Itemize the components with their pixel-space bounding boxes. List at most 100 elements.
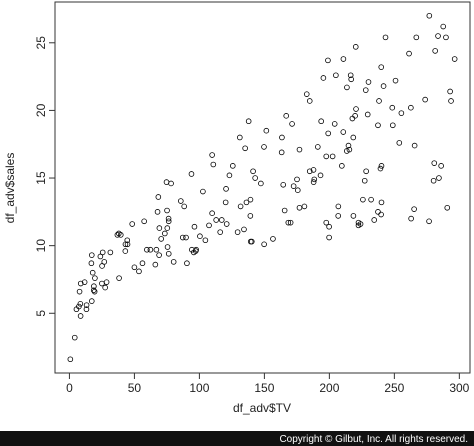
point (164, 225, 171, 231)
point (226, 172, 233, 179)
point (223, 186, 229, 192)
point (200, 188, 206, 195)
point (168, 180, 174, 187)
point (91, 283, 97, 290)
point (361, 177, 368, 184)
point (156, 225, 163, 231)
point (263, 127, 270, 134)
point (368, 196, 374, 203)
point (170, 259, 177, 265)
point (440, 23, 447, 30)
point (350, 213, 357, 219)
point (77, 313, 84, 319)
point (365, 79, 372, 85)
point (242, 145, 248, 152)
point (378, 211, 384, 218)
point (436, 175, 442, 181)
point (323, 219, 330, 226)
y-axis-label: df_adv$sales (3, 153, 17, 224)
y-tick-label: 15 (34, 171, 48, 185)
point (152, 261, 159, 268)
point (92, 275, 98, 281)
point (202, 237, 209, 244)
point (389, 122, 396, 129)
point (252, 175, 258, 181)
point (408, 215, 414, 222)
point (107, 249, 114, 256)
point (141, 218, 147, 225)
point (83, 306, 90, 313)
point (406, 50, 412, 57)
point (378, 163, 385, 169)
point (349, 115, 356, 122)
point (315, 144, 321, 150)
point (197, 233, 203, 239)
point (129, 221, 136, 227)
point (451, 56, 458, 62)
x-tick-label: 250 (384, 381, 404, 395)
point (377, 165, 384, 172)
point (317, 172, 324, 179)
point (411, 206, 417, 212)
point (158, 236, 164, 242)
point (339, 163, 345, 169)
point (285, 219, 292, 226)
point (101, 259, 108, 265)
point (318, 118, 324, 125)
point (435, 33, 441, 39)
point (280, 181, 287, 188)
point (310, 167, 317, 173)
point (234, 229, 241, 235)
point (88, 298, 95, 304)
point (163, 179, 170, 185)
point (396, 140, 403, 146)
point (99, 280, 105, 287)
point (376, 98, 382, 104)
point (344, 84, 350, 91)
point (311, 176, 318, 183)
point (156, 252, 162, 258)
point (331, 121, 338, 127)
point (422, 96, 428, 103)
point (352, 113, 358, 119)
point (237, 134, 243, 141)
point (350, 134, 357, 141)
point (389, 104, 396, 111)
point (408, 104, 414, 111)
x-tick-label: 50 (128, 381, 142, 395)
point (209, 152, 215, 158)
point (178, 198, 184, 204)
point (444, 204, 451, 211)
point (347, 72, 354, 79)
point (184, 260, 190, 267)
point (294, 176, 300, 183)
point (378, 199, 385, 206)
point (183, 234, 189, 241)
point (179, 234, 186, 241)
point (335, 203, 342, 210)
point (426, 218, 432, 225)
footer-text: Copyright © Gilbut, Inc. All rights rese… (279, 434, 468, 445)
point (247, 213, 254, 219)
point (340, 56, 347, 62)
point (213, 217, 219, 223)
point (375, 122, 381, 129)
point (116, 275, 122, 281)
point (67, 356, 74, 363)
point (223, 221, 230, 227)
point (345, 142, 352, 149)
point (443, 34, 449, 41)
point (83, 302, 90, 308)
point (447, 88, 453, 95)
plot-frame (54, 1, 471, 374)
point (103, 279, 110, 285)
point (329, 153, 336, 160)
point (283, 113, 290, 119)
point (333, 72, 339, 79)
point (426, 12, 433, 19)
point (362, 87, 369, 93)
point (144, 246, 150, 253)
point (209, 210, 215, 216)
y-tick-label: 20 (34, 103, 48, 117)
point (230, 163, 236, 169)
